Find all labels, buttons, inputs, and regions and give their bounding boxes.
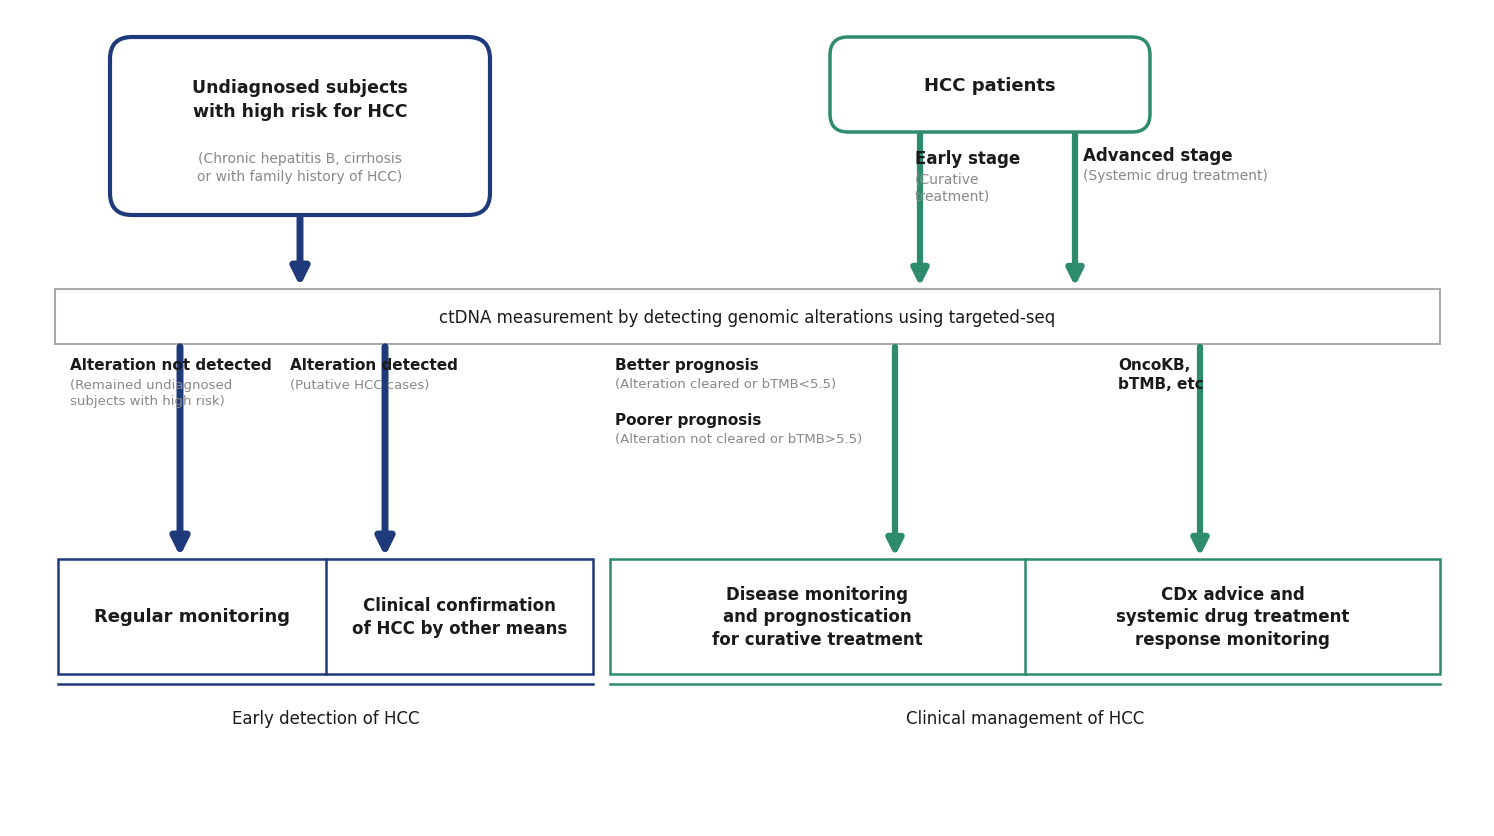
Text: HCC patients: HCC patients: [925, 76, 1056, 94]
Text: (Chronic hepatitis B, cirrhosis
or with family history of HCC): (Chronic hepatitis B, cirrhosis or with …: [197, 152, 402, 183]
Text: (Alteration not cleared or bTMB>5.5): (Alteration not cleared or bTMB>5.5): [616, 432, 862, 446]
Text: Better prognosis: Better prognosis: [616, 358, 759, 373]
Text: Advanced stage: Advanced stage: [1083, 147, 1233, 165]
Text: Poorer prognosis: Poorer prognosis: [616, 412, 762, 427]
Text: CDx advice and
systemic drug treatment
response monitoring: CDx advice and systemic drug treatment r…: [1116, 585, 1349, 649]
Text: Regular monitoring: Regular monitoring: [94, 608, 290, 626]
Bar: [610, 559, 1440, 674]
Bar: [58, 559, 593, 674]
Text: Early stage: Early stage: [914, 150, 1020, 168]
Bar: [55, 289, 1440, 344]
Text: Alteration detected: Alteration detected: [290, 358, 457, 373]
FancyBboxPatch shape: [831, 38, 1150, 133]
Text: Early detection of HCC: Early detection of HCC: [232, 709, 420, 727]
Text: Alteration not detected: Alteration not detected: [70, 358, 272, 373]
Text: (Remained undiagnosed
subjects with high risk): (Remained undiagnosed subjects with high…: [70, 379, 232, 407]
FancyBboxPatch shape: [111, 38, 490, 216]
Text: Undiagnosed subjects
with high risk for HCC: Undiagnosed subjects with high risk for …: [193, 79, 408, 120]
Text: ctDNA measurement by detecting genomic alterations using targeted-seq: ctDNA measurement by detecting genomic a…: [439, 308, 1056, 326]
Text: OncoKB,
bTMB, etc: OncoKB, bTMB, etc: [1118, 358, 1204, 392]
Text: (Curative
treatment): (Curative treatment): [914, 171, 991, 203]
Text: Clinical management of HCC: Clinical management of HCC: [905, 709, 1144, 727]
Text: Disease monitoring
and prognostication
for curative treatment: Disease monitoring and prognostication f…: [713, 585, 923, 649]
Text: (Systemic drug treatment): (Systemic drug treatment): [1083, 169, 1268, 183]
Text: (Putative HCC cases): (Putative HCC cases): [290, 379, 429, 391]
Text: (Alteration cleared or bTMB<5.5): (Alteration cleared or bTMB<5.5): [616, 378, 837, 390]
Text: Clinical confirmation
of HCC by other means: Clinical confirmation of HCC by other me…: [351, 596, 566, 637]
